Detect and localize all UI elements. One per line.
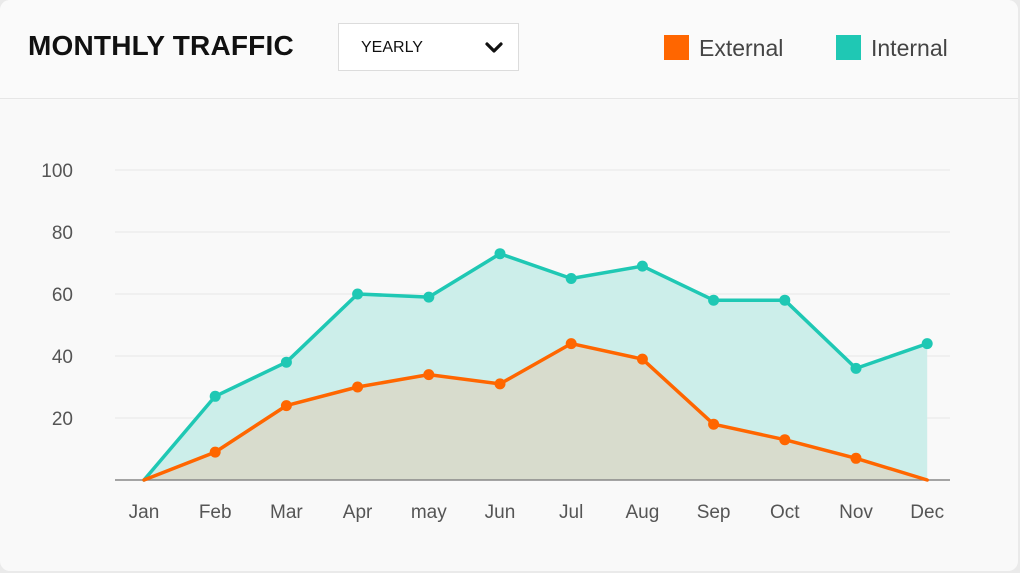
x-tick-label: Jul bbox=[559, 502, 583, 523]
point-external bbox=[209, 446, 221, 458]
period-dropdown[interactable]: YEARLY bbox=[338, 23, 519, 71]
x-tick-label: Dec bbox=[910, 502, 944, 523]
point-external bbox=[352, 381, 364, 393]
point-internal bbox=[494, 248, 506, 260]
x-tick-label: Aug bbox=[625, 502, 659, 523]
x-tick-label: Feb bbox=[199, 502, 232, 523]
point-external bbox=[494, 378, 506, 390]
point-external bbox=[280, 400, 292, 412]
point-internal bbox=[423, 291, 435, 303]
x-tick-label: Nov bbox=[839, 502, 873, 523]
x-tick-label: Jun bbox=[485, 502, 516, 523]
y-tick-label: 60 bbox=[52, 285, 73, 306]
period-dropdown-value: YEARLY bbox=[361, 39, 423, 56]
x-tick-label: Mar bbox=[270, 502, 303, 523]
page-title: MONTHLY TRAFFIC bbox=[28, 30, 294, 61]
y-tick-label: 20 bbox=[52, 409, 73, 430]
legend-label-external: External bbox=[699, 35, 784, 61]
legend-swatch-internal bbox=[836, 35, 861, 60]
x-tick-label: Oct bbox=[770, 502, 800, 523]
point-internal bbox=[921, 338, 933, 350]
point-internal bbox=[280, 356, 292, 368]
x-tick-label: Jan bbox=[129, 502, 160, 523]
x-tick-label: Sep bbox=[697, 502, 731, 523]
line-internal bbox=[142, 251, 929, 482]
point-internal bbox=[708, 294, 720, 306]
area-external bbox=[144, 343, 928, 480]
legend-swatch-external bbox=[664, 35, 689, 60]
point-internal bbox=[352, 288, 364, 300]
legend-label-internal: Internal bbox=[871, 35, 948, 61]
chevron-down-icon bbox=[484, 40, 504, 61]
point-external bbox=[708, 418, 720, 430]
point-external bbox=[636, 353, 648, 365]
point-external bbox=[565, 338, 577, 350]
x-tick-label: Apr bbox=[343, 502, 373, 523]
point-internal bbox=[850, 362, 862, 374]
traffic-area-chart: 20 40 60 80 100 Jan Feb Mar Apr may Jun Jul Aug Sep Oc… bbox=[41, 161, 950, 523]
point-internal bbox=[636, 260, 648, 272]
point-external bbox=[850, 452, 862, 464]
point-external bbox=[423, 369, 435, 381]
y-tick-label: 80 bbox=[52, 223, 73, 244]
point-internal bbox=[565, 273, 577, 284]
point-internal bbox=[209, 390, 221, 402]
point-internal bbox=[779, 294, 791, 306]
point-external bbox=[779, 434, 791, 446]
y-tick-label: 100 bbox=[41, 161, 73, 182]
card-header: MONTHLY TRAFFIC YEARLY External Internal bbox=[0, 0, 1018, 99]
y-tick-label: 40 bbox=[52, 347, 73, 368]
line-external bbox=[142, 341, 929, 482]
x-tick-label: may bbox=[411, 502, 447, 523]
